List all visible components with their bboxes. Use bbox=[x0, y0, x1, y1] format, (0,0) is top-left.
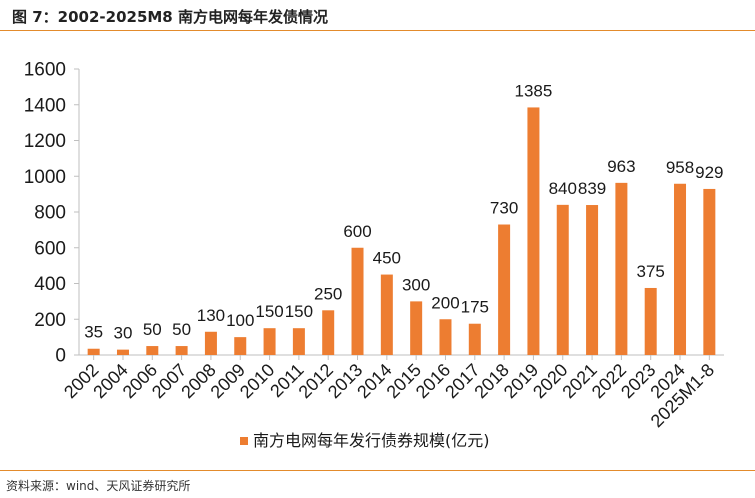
bar bbox=[116, 349, 129, 355]
y-tick-label: 1200 bbox=[24, 131, 66, 152]
bar bbox=[380, 274, 393, 355]
bar bbox=[292, 328, 305, 355]
bar bbox=[556, 204, 569, 355]
bar-chart: 0 200 400 600 800 1000 1200 1400 1600 35 30 50 50 13… bbox=[24, 60, 724, 450]
data-label: 50 bbox=[172, 320, 191, 339]
bar bbox=[615, 182, 628, 355]
x-axis-ticks: 2002200420062007200820092010201120122013… bbox=[60, 355, 718, 431]
data-label: 1385 bbox=[515, 81, 553, 100]
data-label: 958 bbox=[666, 158, 694, 177]
chart-legend: 南方电网每年发行债券规模(亿元) bbox=[240, 431, 490, 450]
legend-swatch bbox=[240, 437, 248, 445]
bar bbox=[439, 319, 452, 355]
bar bbox=[644, 287, 657, 355]
y-tick-label: 0 bbox=[55, 346, 66, 367]
data-label: 100 bbox=[226, 311, 254, 330]
data-label: 840 bbox=[549, 179, 577, 198]
data-label: 130 bbox=[197, 306, 225, 325]
data-label: 929 bbox=[695, 163, 723, 182]
data-label: 730 bbox=[490, 199, 518, 218]
data-label: 450 bbox=[373, 249, 401, 268]
figure-title: 图 7：2002-2025M8 南方电网每年发债情况 bbox=[12, 8, 328, 26]
bar bbox=[146, 346, 159, 355]
data-label: 375 bbox=[637, 262, 665, 281]
data-label: 250 bbox=[314, 284, 342, 303]
bar-series bbox=[87, 107, 716, 356]
data-label: 300 bbox=[402, 275, 430, 294]
y-tick-label: 1600 bbox=[24, 60, 66, 81]
data-label: 963 bbox=[607, 157, 635, 176]
bar bbox=[87, 348, 100, 355]
data-label: 35 bbox=[84, 323, 103, 342]
data-label: 175 bbox=[461, 298, 489, 317]
bar bbox=[234, 337, 247, 356]
y-tick-label: 200 bbox=[34, 310, 66, 331]
y-tick-label: 600 bbox=[34, 238, 66, 259]
bar bbox=[175, 346, 188, 355]
bar bbox=[263, 328, 276, 355]
data-label: 30 bbox=[114, 324, 133, 343]
data-label: 600 bbox=[343, 222, 371, 241]
y-tick-label: 400 bbox=[34, 274, 66, 295]
bar bbox=[674, 183, 687, 355]
data-label: 839 bbox=[578, 179, 606, 198]
data-label: 150 bbox=[285, 302, 313, 321]
bar bbox=[204, 331, 217, 355]
bar bbox=[586, 205, 599, 355]
bar bbox=[322, 310, 335, 355]
source-divider bbox=[0, 470, 755, 471]
data-label: 150 bbox=[255, 302, 283, 321]
bar bbox=[410, 301, 423, 356]
bar bbox=[498, 224, 511, 355]
data-label: 200 bbox=[431, 293, 459, 312]
bar bbox=[468, 323, 481, 355]
data-label: 50 bbox=[143, 320, 162, 339]
bar bbox=[703, 188, 716, 355]
title-divider bbox=[0, 30, 755, 31]
y-axis-ticks: 0 200 400 600 800 1000 1200 1400 1600 bbox=[24, 60, 79, 367]
y-tick-label: 800 bbox=[34, 203, 66, 224]
bar bbox=[527, 107, 540, 356]
y-tick-label: 1000 bbox=[24, 167, 66, 188]
y-tick-label: 1400 bbox=[24, 95, 66, 116]
source-note: 资料来源：wind、天风证券研究所 bbox=[6, 479, 191, 493]
legend-label: 南方电网每年发行债券规模(亿元) bbox=[253, 431, 490, 450]
bar bbox=[351, 247, 364, 355]
